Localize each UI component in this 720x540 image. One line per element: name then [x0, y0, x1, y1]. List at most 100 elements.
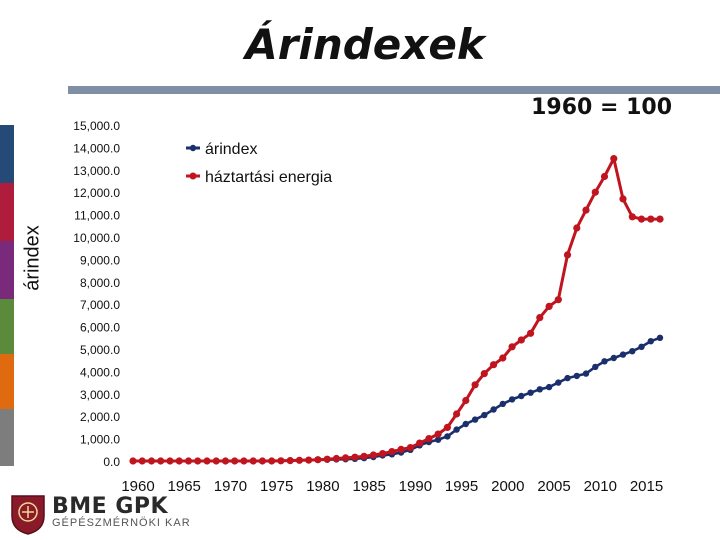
- data-point-haztartasi-energia: [490, 361, 498, 369]
- data-point-haztartasi-energia: [277, 457, 285, 465]
- data-point-arindex: [582, 370, 590, 377]
- data-point-haztartasi-energia: [258, 457, 266, 465]
- side-band-red: [0, 183, 14, 241]
- y-tick-label: 11,000.0: [74, 209, 120, 223]
- side-band-gray: [0, 409, 14, 466]
- data-point-haztartasi-energia: [157, 457, 165, 465]
- title-rule: [68, 86, 720, 94]
- data-point-haztartasi-energia: [545, 302, 553, 310]
- y-tick-label: 3,000.0: [80, 388, 120, 402]
- data-point-haztartasi-energia: [369, 451, 377, 459]
- data-point-haztartasi-energia: [554, 296, 562, 304]
- data-point-arindex: [518, 392, 525, 400]
- x-tick-label: 1980: [306, 478, 339, 495]
- x-tick-label: 1965: [168, 478, 201, 495]
- y-tick-label: 10,000.0: [73, 231, 120, 245]
- data-point-haztartasi-energia: [184, 457, 193, 465]
- logo-main-text: BME GPK: [52, 494, 169, 519]
- data-point-haztartasi-energia: [425, 435, 433, 443]
- data-point-arindex: [462, 420, 469, 428]
- data-point-haztartasi-energia: [332, 454, 340, 463]
- x-tick-label: 1960: [121, 478, 154, 495]
- data-point-haztartasi-energia: [480, 370, 488, 378]
- x-tick-label: 1970: [214, 478, 247, 495]
- data-point-haztartasi-energia: [138, 457, 146, 465]
- y-tick-label: 1,000.0: [80, 433, 120, 447]
- data-point-arindex: [499, 400, 506, 408]
- x-tick-label: 2015: [630, 478, 663, 495]
- data-point-haztartasi-energia: [647, 215, 655, 223]
- data-point-haztartasi-energia: [610, 155, 618, 163]
- y-tick-label: 6,000.0: [80, 321, 120, 335]
- side-band-green: [0, 299, 14, 354]
- data-point-haztartasi-energia: [305, 456, 313, 464]
- series-haztartasi-energia: [129, 155, 664, 465]
- data-point-haztartasi-energia: [591, 188, 599, 196]
- data-point-haztartasi-energia: [221, 457, 230, 465]
- side-band-blue: [0, 125, 14, 183]
- data-point-haztartasi-energia: [406, 444, 414, 452]
- data-point-haztartasi-energia: [286, 457, 294, 465]
- data-point-haztartasi-energia: [453, 410, 461, 418]
- data-point-haztartasi-energia: [416, 439, 424, 447]
- data-point-haztartasi-energia: [295, 456, 303, 464]
- x-tick-label: 1995: [445, 478, 478, 495]
- y-tick-labels: 0.0 1,000.0 2,000.0 3,000.0 4,000.0 5,000.0 6,…: [73, 119, 120, 469]
- y-tick-label: 9,000.0: [80, 253, 120, 267]
- data-point-haztartasi-energia: [388, 448, 396, 456]
- data-point-haztartasi-energia: [342, 454, 350, 462]
- data-point-haztartasi-energia: [314, 456, 322, 464]
- side-band-orange: [0, 354, 14, 409]
- data-point-arindex: [444, 433, 451, 440]
- y-tick-label: 5,000.0: [80, 343, 120, 357]
- data-point-arindex: [536, 386, 543, 393]
- data-point-haztartasi-energia: [462, 396, 470, 405]
- data-point-haztartasi-energia: [508, 343, 516, 351]
- data-point-arindex: [638, 343, 645, 350]
- legend-marker-haztartasi-energia: [189, 172, 197, 180]
- data-point-arindex: [508, 396, 516, 403]
- chart-legend: árindex háztartási energia: [186, 141, 332, 186]
- data-point-haztartasi-energia: [434, 430, 442, 438]
- data-point-haztartasi-energia: [166, 457, 174, 465]
- data-point-arindex: [434, 436, 442, 443]
- base-year-note: 1960 = 100: [531, 95, 672, 120]
- data-point-haztartasi-energia: [323, 455, 331, 463]
- data-point-haztartasi-energia: [203, 457, 211, 465]
- data-point-haztartasi-energia: [582, 206, 590, 214]
- y-tick-label: 4,000.0: [80, 365, 120, 379]
- data-point-arindex: [647, 338, 654, 345]
- data-point-arindex: [619, 351, 627, 358]
- data-point-haztartasi-energia: [351, 453, 359, 461]
- logo-subtitle: GÉPÉSZMÉRNÖKI KAR: [52, 517, 191, 529]
- data-point-arindex: [573, 372, 580, 380]
- legend-label-haztartasi-energia: háztartási energia: [205, 169, 332, 186]
- data-point-arindex: [564, 374, 571, 382]
- legend-marker-arindex: [189, 144, 197, 152]
- data-point-haztartasi-energia: [527, 329, 535, 337]
- data-point-haztartasi-energia: [240, 457, 248, 465]
- x-tick-label: 1985: [352, 478, 385, 495]
- x-tick-label: 1990: [399, 478, 432, 495]
- data-point-arindex: [481, 411, 488, 419]
- data-point-arindex: [545, 383, 553, 391]
- data-point-arindex: [610, 354, 617, 362]
- data-point-haztartasi-energia: [573, 224, 581, 232]
- data-point-arindex: [527, 389, 534, 396]
- slide-title: Árindexek: [245, 20, 485, 69]
- x-tick-label: 1975: [260, 478, 293, 495]
- data-point-haztartasi-energia: [360, 452, 368, 460]
- data-point-haztartasi-energia: [656, 215, 664, 223]
- data-point-haztartasi-energia: [628, 213, 636, 221]
- legend-label-arindex: árindex: [205, 141, 257, 158]
- data-point-haztartasi-energia: [147, 457, 156, 465]
- series-line-haztartasi-energia: [133, 157, 660, 463]
- y-tick-label: 14,000.0: [73, 141, 120, 155]
- y-tick-label: 15,000.0: [73, 119, 120, 133]
- series-arindex: [129, 334, 664, 465]
- data-point-arindex: [453, 426, 460, 433]
- x-tick-labels: 1960 1965 1970 1975 1980 1985 1990 1995 2000 2005…: [121, 478, 663, 495]
- data-point-haztartasi-energia: [517, 336, 525, 344]
- side-band-purple: [0, 241, 14, 299]
